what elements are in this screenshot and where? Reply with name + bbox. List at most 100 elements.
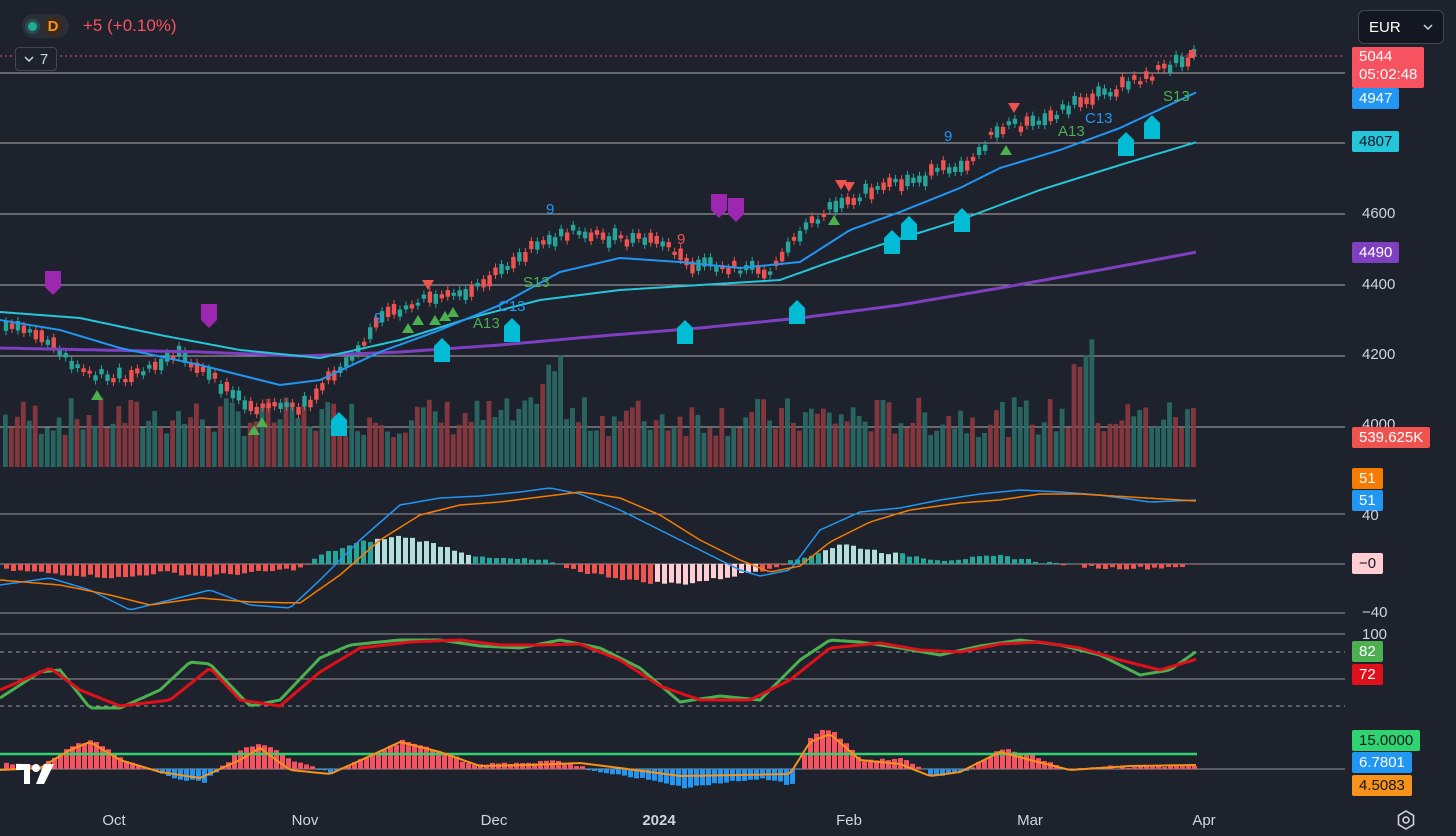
candle-body bbox=[672, 251, 677, 255]
volume-bar bbox=[409, 420, 414, 467]
adx-histogram-bar bbox=[778, 769, 783, 782]
candle-body bbox=[147, 364, 152, 369]
macd-histogram-bar bbox=[172, 564, 177, 573]
adx-histogram-bar bbox=[322, 769, 327, 771]
candle-body bbox=[606, 236, 612, 248]
candle-body bbox=[3, 321, 9, 331]
macd-histogram-bar bbox=[935, 560, 940, 565]
macd-signal-line bbox=[0, 491, 1197, 606]
macd-histogram-bar bbox=[256, 564, 261, 571]
volume-bar bbox=[223, 398, 229, 467]
macd-histogram-bar bbox=[753, 564, 758, 572]
adx-histogram-bar bbox=[40, 766, 45, 769]
candle-body bbox=[1156, 65, 1161, 70]
macd-histogram-bar bbox=[165, 564, 170, 572]
candle-body bbox=[135, 368, 140, 374]
ma-fast-label: 4947 bbox=[1352, 88, 1400, 109]
adx-histogram-bar bbox=[580, 766, 585, 770]
candle-body bbox=[391, 304, 397, 315]
volume-bar bbox=[958, 410, 963, 467]
currency-select[interactable]: EUR bbox=[1358, 10, 1444, 44]
volume-bar bbox=[146, 420, 152, 467]
adx-histogram-bar bbox=[910, 763, 915, 770]
macd-histogram-bar bbox=[487, 557, 492, 564]
macd-histogram-bar bbox=[186, 564, 191, 575]
adx-value-a-label: 6.7801 bbox=[1352, 752, 1412, 773]
macd-histogram-bar bbox=[431, 543, 436, 565]
volume-bar bbox=[665, 430, 671, 467]
adx-histogram-bar bbox=[4, 762, 9, 770]
volume-bar bbox=[355, 431, 360, 467]
macd-histogram-bar bbox=[53, 564, 58, 574]
settings-gear-icon[interactable] bbox=[1395, 809, 1417, 831]
candle-body bbox=[27, 329, 33, 333]
macd-histogram-bar bbox=[375, 538, 380, 565]
adx-histogram-bar bbox=[112, 755, 117, 770]
adx-histogram-bar bbox=[460, 761, 465, 769]
candle-body bbox=[726, 268, 731, 275]
candle-body bbox=[905, 174, 910, 186]
candle-body bbox=[1108, 92, 1113, 97]
macd-histogram-bar bbox=[382, 539, 387, 565]
volume-bar bbox=[767, 420, 772, 467]
status-pill[interactable]: D bbox=[22, 14, 69, 38]
volume-bar bbox=[98, 397, 104, 467]
macd-histogram-bar bbox=[543, 559, 548, 564]
macd-line bbox=[0, 487, 1197, 611]
volume-bar bbox=[1131, 416, 1137, 467]
macd-histogram-bar bbox=[347, 545, 352, 564]
adx-histogram-bar bbox=[316, 769, 321, 770]
volume-bar bbox=[970, 417, 975, 467]
macd-histogram-bar bbox=[151, 564, 156, 575]
adx-histogram-bar bbox=[82, 743, 87, 770]
volume-bar bbox=[856, 415, 862, 467]
macd-histogram-bar bbox=[928, 559, 933, 565]
volume-bar bbox=[152, 410, 158, 467]
chevron-down-icon bbox=[24, 56, 34, 62]
adx-histogram-bar bbox=[1156, 765, 1161, 769]
adx-histogram-bar bbox=[988, 757, 993, 770]
adx-line bbox=[0, 733, 1197, 780]
adx-histogram-bar bbox=[706, 769, 711, 786]
volume-bar bbox=[1173, 417, 1178, 467]
buy-signal-marker bbox=[901, 216, 917, 240]
volume-bar bbox=[438, 422, 444, 467]
volume-bar bbox=[259, 407, 265, 467]
volume-bar bbox=[791, 422, 796, 467]
time-label: Mar bbox=[1017, 812, 1043, 829]
adx-histogram-bar bbox=[1042, 761, 1047, 770]
macd-histogram-bar bbox=[109, 564, 114, 579]
macd-histogram-bar bbox=[102, 564, 107, 578]
last-candle bbox=[1189, 50, 1195, 58]
macd-histogram-bar bbox=[893, 552, 898, 564]
collapse-indicators-button[interactable]: 7 bbox=[15, 47, 57, 71]
volume-bar bbox=[1059, 408, 1065, 467]
tradingview-logo[interactable] bbox=[14, 762, 60, 786]
volume-bar bbox=[600, 415, 605, 467]
volume-bar bbox=[373, 422, 378, 467]
volume-bar bbox=[994, 410, 999, 467]
macd-histogram-bar bbox=[662, 564, 667, 584]
annotation-label: A13 bbox=[473, 315, 500, 332]
price-tick: 4600 bbox=[1362, 205, 1396, 222]
adx-histogram-bar bbox=[106, 749, 111, 770]
chevron-down-icon bbox=[1423, 24, 1433, 30]
candle-body bbox=[1042, 113, 1047, 126]
candle-body bbox=[893, 178, 898, 183]
candle-body bbox=[785, 241, 791, 253]
candle-body bbox=[953, 166, 958, 172]
candle-body bbox=[750, 260, 755, 270]
macd-histogram-bar bbox=[816, 553, 821, 564]
buy-signal-marker bbox=[1144, 115, 1160, 139]
adx-histogram-bar bbox=[820, 729, 825, 769]
volume-bar bbox=[426, 399, 432, 467]
candle-body bbox=[409, 304, 415, 309]
volume-bar bbox=[719, 407, 725, 467]
time-label: Apr bbox=[1192, 812, 1216, 829]
candle-body bbox=[1132, 75, 1137, 80]
macd-histogram-bar bbox=[725, 564, 730, 578]
volume-bar bbox=[277, 419, 283, 467]
adx-histogram-bar bbox=[244, 747, 249, 770]
adx-histogram-bar bbox=[256, 744, 261, 770]
